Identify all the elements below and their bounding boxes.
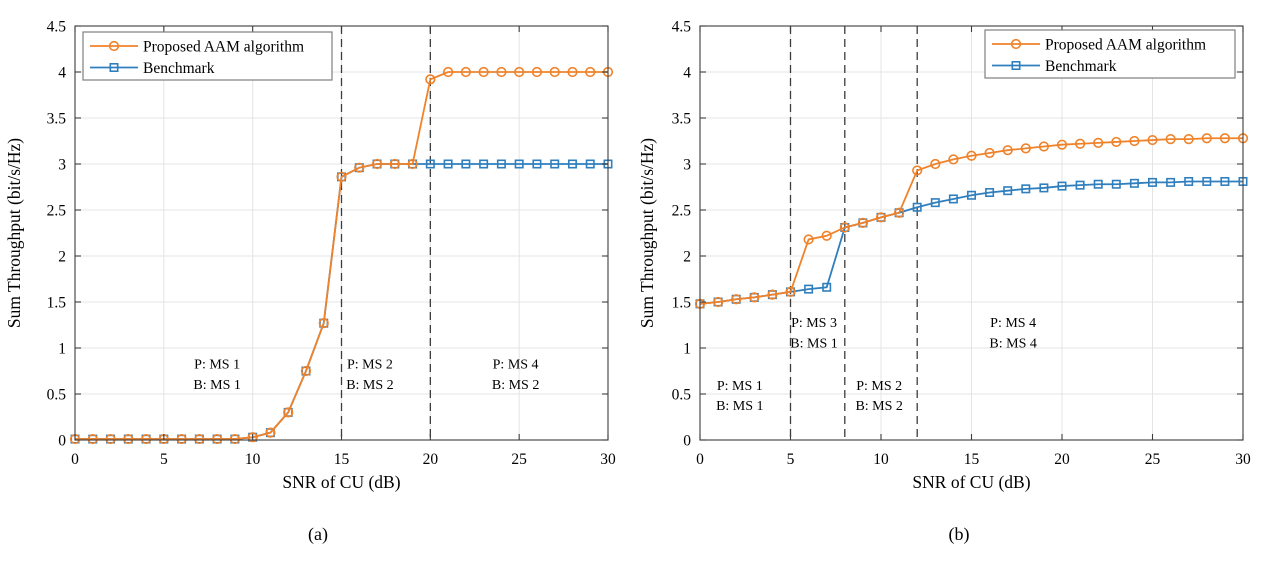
chart-a: 0 5 10 15 20 25 30 0 0.5 1 1.5 2 2.5 3 3.5 4 4.5 SNR of C… <box>4 19 616 545</box>
region-annotations-a: P: MS 1 B: MS 1 P: MS 2 B: MS 2 P: MS 4 B: MS… <box>193 358 539 393</box>
svg-text:4.5: 4.5 <box>47 19 67 36</box>
annotation-text: B: MS 2 <box>346 378 393 393</box>
annotation-text: B: MS 2 <box>492 378 539 393</box>
axis-labels-a: SNR of CU (dB) Sum Throughput (bit/s/Hz) <box>4 138 401 492</box>
svg-text:25: 25 <box>1145 451 1161 468</box>
svg-text:30: 30 <box>1235 451 1251 468</box>
svg-text:30: 30 <box>600 451 616 468</box>
annotation-text: P: MS 1 <box>717 379 763 394</box>
svg-text:2: 2 <box>58 249 66 266</box>
legend-label: Proposed AAM algorithm <box>1045 36 1206 53</box>
svg-text:3: 3 <box>58 157 66 174</box>
legend-b: Proposed AAM algorithm Benchmark <box>984 29 1236 79</box>
region-annotations-b: P: MS 1 B: MS 1 P: MS 3 B: MS 1 P: MS 2 B: MS… <box>716 316 1037 414</box>
chart-a-plot: 0 5 10 15 20 25 30 0 0.5 1 1.5 2 2.5 3 3.5 4 4.5 SNR of C… <box>4 19 616 493</box>
annotation-text: P: MS 4 <box>493 358 539 373</box>
annotation-text: P: MS 2 <box>856 379 902 394</box>
svg-text:1: 1 <box>683 341 691 358</box>
y-axis-label: Sum Throughput (bit/s/Hz) <box>637 138 657 328</box>
caption-b: (b) <box>948 524 970 544</box>
svg-text:15: 15 <box>334 451 350 468</box>
annotation-text: B: MS 1 <box>193 378 240 393</box>
annotation-text: B: MS 2 <box>855 399 902 414</box>
svg-text:15: 15 <box>964 451 980 468</box>
svg-text:20: 20 <box>1054 451 1070 468</box>
chart-b-plot: 0 5 10 15 20 25 30 0 0.5 1 1.5 2 2.5 3 3.5 4 4.5 SNR of C… <box>637 19 1251 493</box>
svg-text:1.5: 1.5 <box>47 295 67 312</box>
svg-text:3: 3 <box>683 157 691 174</box>
svg-text:5: 5 <box>787 451 795 468</box>
legend-label: Benchmark <box>143 60 215 77</box>
svg-text:1: 1 <box>58 341 66 358</box>
legend-a: Proposed AAM algorithm Benchmark <box>82 31 333 81</box>
svg-text:4: 4 <box>58 65 66 82</box>
annotation-text: P: MS 4 <box>990 316 1036 331</box>
grid-b <box>700 26 1243 440</box>
svg-text:2: 2 <box>683 249 691 266</box>
annotation-text: B: MS 1 <box>716 399 763 414</box>
svg-text:0: 0 <box>58 433 66 450</box>
svg-text:3.5: 3.5 <box>672 111 692 128</box>
svg-text:20: 20 <box>423 451 439 468</box>
y-axis-label: Sum Throughput (bit/s/Hz) <box>4 138 24 328</box>
caption-a: (a) <box>308 524 328 544</box>
legend-label: Benchmark <box>1045 58 1117 75</box>
legend-label: Proposed AAM algorithm <box>143 38 304 55</box>
svg-text:0: 0 <box>696 451 704 468</box>
region-dashed-lines-b <box>789 26 918 440</box>
annotation-text: B: MS 1 <box>790 336 837 351</box>
svg-text:0: 0 <box>71 451 79 468</box>
tick-labels-a: 0 5 10 15 20 25 30 0 0.5 1 1.5 2 2.5 3 3.5 4 4.5 <box>47 19 616 469</box>
chart-b: 0 5 10 15 20 25 30 0 0.5 1 1.5 2 2.5 3 3.5 4 4.5 SNR of C… <box>635 0 1270 569</box>
svg-text:4: 4 <box>683 65 691 82</box>
svg-text:3.5: 3.5 <box>47 111 67 128</box>
svg-text:1.5: 1.5 <box>672 295 692 312</box>
x-axis-label: SNR of CU (dB) <box>282 472 400 492</box>
axes-box-a <box>74 25 609 441</box>
svg-text:10: 10 <box>245 451 261 468</box>
svg-text:4.5: 4.5 <box>672 19 692 36</box>
region-dashed-lines-a <box>340 26 431 440</box>
annotation-text: P: MS 3 <box>791 316 837 331</box>
svg-text:2.5: 2.5 <box>47 203 67 220</box>
axes-box-b <box>699 25 1244 441</box>
annotation-text: P: MS 2 <box>347 358 393 373</box>
axis-labels-b: SNR of CU (dB) Sum Throughput (bit/s/Hz) <box>637 138 1031 492</box>
svg-text:25: 25 <box>511 451 527 468</box>
x-axis-label: SNR of CU (dB) <box>912 472 1030 492</box>
annotation-text: P: MS 1 <box>194 358 240 373</box>
svg-text:0.5: 0.5 <box>47 387 67 404</box>
svg-text:10: 10 <box>873 451 889 468</box>
annotation-text: B: MS 4 <box>989 336 1036 351</box>
svg-text:0: 0 <box>683 433 691 450</box>
svg-text:0.5: 0.5 <box>672 387 692 404</box>
svg-text:2.5: 2.5 <box>672 203 692 220</box>
tick-labels-b: 0 5 10 15 20 25 30 0 0.5 1 1.5 2 2.5 3 3.5 4 4.5 <box>672 19 1251 469</box>
svg-text:5: 5 <box>160 451 168 468</box>
